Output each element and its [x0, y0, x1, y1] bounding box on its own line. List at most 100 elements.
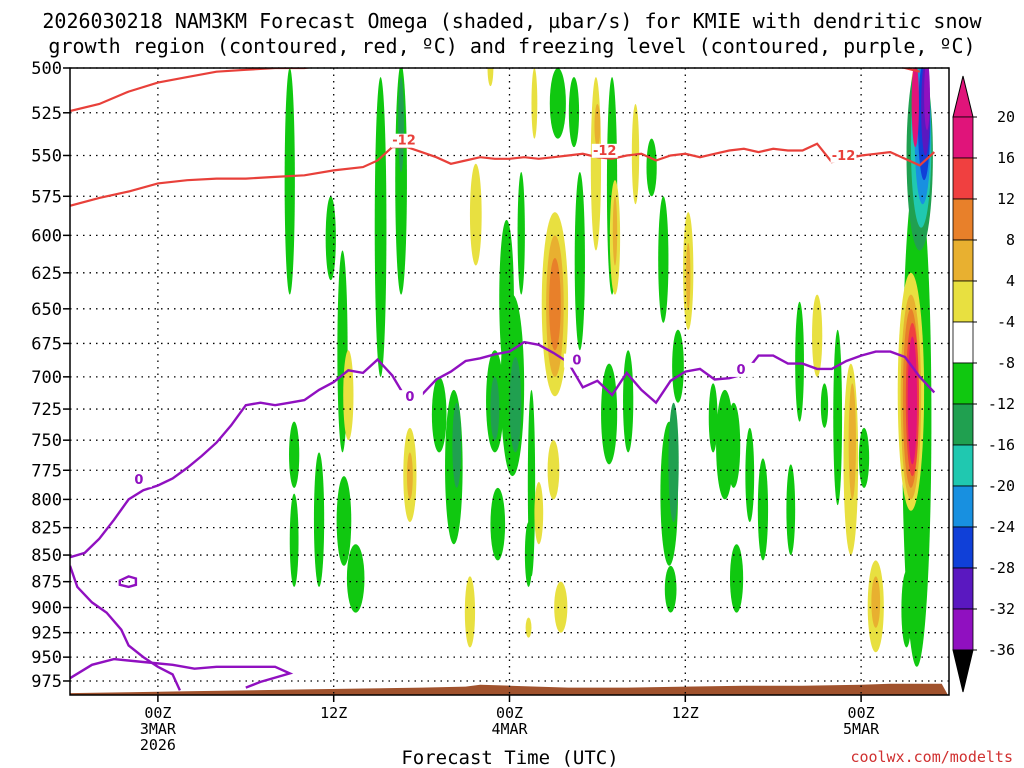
- omega-cell-65: [820, 383, 829, 428]
- colorbar-label-11: -28: [988, 559, 1015, 577]
- colorbar-swatch-12: [952, 608, 974, 651]
- omega-cell-48: [646, 138, 657, 197]
- colorbar-label-12: -32: [988, 600, 1015, 618]
- y-tick-label-525: 525: [31, 104, 62, 124]
- y-tick-label-750: 750: [31, 431, 62, 451]
- omega-cell-52: [664, 565, 677, 613]
- x-tick-label-48-1: 5MAR: [843, 720, 880, 738]
- y-axis-ticks: 500 525 550 575 600 625 650 675 700 725 750 775 800 8…: [31, 59, 70, 692]
- omega-cell-49: [658, 196, 669, 323]
- freezing-level-island-contour: [118, 575, 138, 589]
- colorbar-label-2: 12: [997, 190, 1015, 208]
- colorbar-swatch-11: [952, 567, 974, 610]
- freezing-label-0: 0: [134, 473, 143, 488]
- x-axis-label: Forecast Time (UTC): [401, 747, 618, 768]
- freezing-label-2-bg: [563, 353, 590, 368]
- omega-cell-86: [924, 68, 930, 131]
- omega-cell-16: [452, 402, 462, 488]
- omega-cell-30: [534, 482, 544, 545]
- colorbar-label-9: -20: [988, 477, 1015, 495]
- omega-cell-87: [911, 68, 919, 148]
- terrain-fill: [70, 683, 948, 695]
- freezing-label-3: 0: [736, 363, 745, 378]
- colorbar: 20 16 12 8 4 -4 -8 -12 -16 -20 -24 -28 -32 -36: [952, 75, 1015, 693]
- omega-cell-60: [745, 427, 755, 523]
- y-tick-label-675: 675: [31, 334, 62, 354]
- freezing-label-1-bg: [396, 390, 423, 405]
- omega-cell-19: [487, 68, 494, 87]
- omega-cell-29: [531, 68, 538, 139]
- y-tick-label-700: 700: [31, 368, 62, 388]
- omega-cell-63: [786, 464, 796, 556]
- y-tick-label-575: 575: [31, 187, 62, 207]
- omega-cell-14: [431, 376, 447, 453]
- x-tick-label-0-1: 3MAR: [140, 720, 177, 738]
- omega-cell-38: [568, 77, 580, 148]
- omega-cell-44: [612, 196, 618, 266]
- omega-cell-32: [554, 581, 568, 633]
- y-tick-label-800: 800: [31, 490, 62, 510]
- x-tick-label-36-0: 12Z: [672, 704, 699, 722]
- colorbar-label-1: 16: [997, 149, 1015, 167]
- omega-cell-22: [490, 487, 506, 561]
- x-tick-label-24-1: 4MAR: [491, 720, 528, 738]
- omega-cell-31: [525, 617, 532, 638]
- colorbar-swatch-8: [952, 444, 974, 487]
- omega-cell-41: [594, 103, 601, 148]
- y-tick-label-975: 975: [31, 672, 62, 692]
- omega-cell-1: [325, 196, 336, 281]
- omega-cell-55: [686, 242, 691, 309]
- omega-cell-40: [590, 77, 602, 251]
- y-tick-label-950: 950: [31, 648, 62, 668]
- omega-cell-64: [812, 294, 823, 377]
- colorbar-swatch-6: [952, 362, 974, 405]
- colorbar-label-5: -4: [997, 313, 1015, 331]
- x-tick-label-0-2: 2026: [140, 736, 176, 754]
- dgz-label-2: -12: [832, 149, 856, 164]
- omega-cell-8: [346, 544, 365, 613]
- dgz-top-contour: [70, 68, 920, 113]
- chart-title-line-2: growth region (contoured, red, ºC) and f…: [48, 34, 975, 58]
- y-tick-label-550: 550: [31, 146, 62, 166]
- colorbar-label-3: 8: [1006, 231, 1015, 249]
- colorbar-swatch-5: [952, 321, 974, 364]
- colorbar-swatch-9: [952, 485, 974, 528]
- freezing-level-lower-contour: [70, 565, 181, 691]
- y-tick-label-825: 825: [31, 519, 62, 539]
- colorbar-swatch-7: [952, 403, 974, 446]
- colorbar-swatch-2: [952, 198, 974, 241]
- x-tick-label-12-0: 12Z: [320, 704, 347, 722]
- colorbar-bottom-arrow: [952, 649, 974, 693]
- omega-cell-0: [284, 68, 295, 295]
- y-tick-label-850: 850: [31, 546, 62, 566]
- omega-cell-36: [549, 258, 561, 351]
- y-tick-label-925: 925: [31, 624, 62, 644]
- dgz-bottom-contour: [70, 142, 936, 207]
- omega-cell-6: [343, 350, 354, 441]
- omega-cell-56: [708, 383, 718, 453]
- colorbar-swatch-4: [952, 280, 974, 323]
- omega-cell-18: [464, 576, 476, 648]
- omega-cell-4: [313, 452, 325, 587]
- omega-cell-45: [601, 363, 618, 465]
- y-tick-label-500: 500: [31, 59, 62, 79]
- colorbar-swatch-3: [952, 239, 974, 282]
- dgz-label-0-bg: [391, 133, 418, 148]
- omega-cell-21: [490, 376, 500, 441]
- omega-cell-58: [727, 402, 741, 488]
- omega-cell-37: [549, 68, 566, 139]
- omega-cell-69: [858, 427, 870, 488]
- colorbar-top-arrow: [952, 75, 974, 118]
- colorbar-swatch-1: [952, 157, 974, 200]
- x-tick-label-0-0: 00Z: [144, 704, 171, 722]
- omega-cell-53: [672, 329, 684, 403]
- colorbar-label-10: -24: [988, 518, 1015, 536]
- omega-cell-61: [757, 458, 769, 561]
- y-tick-label-650: 650: [31, 300, 62, 320]
- omega-cell-66: [833, 329, 843, 506]
- omega-cell-71: [871, 576, 881, 628]
- omega-cell-3: [289, 493, 299, 587]
- colorbar-label-7: -12: [988, 395, 1015, 413]
